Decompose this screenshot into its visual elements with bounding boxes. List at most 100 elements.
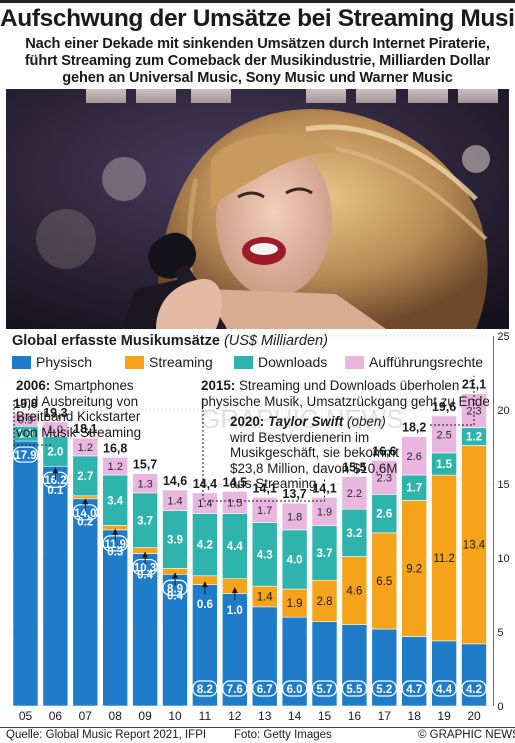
bar-segment-physisch <box>132 553 158 707</box>
physical-value-label: 17.9 <box>14 450 36 462</box>
legend-item-physisch: Physisch <box>12 352 92 372</box>
rights-value-label: 1.2 <box>78 442 93 454</box>
streaming-pointer-arrow <box>112 528 119 535</box>
downloads-value-label: 3.9 <box>167 535 183 547</box>
bar-segment-physisch <box>162 573 188 707</box>
streaming-value-label: 2.8 <box>317 596 333 608</box>
legend-item-streaming: Streaming <box>125 352 213 372</box>
y-tick-label: 5 <box>497 627 503 639</box>
bar-total-label: 14,5 <box>223 475 247 489</box>
downloads-value-label: 4.4 <box>227 541 244 553</box>
streaming-value-label: 1.9 <box>287 598 303 610</box>
streaming-value-label: 9.2 <box>406 563 422 575</box>
bar-segment-auffuehrungsrechte <box>431 415 457 454</box>
bar-segment-downloads <box>401 474 428 501</box>
photo-illustration <box>6 89 509 329</box>
bar-total-label: 15,7 <box>133 458 157 472</box>
rights-value-label: 2.3 <box>377 472 392 484</box>
top-rule <box>0 0 515 3</box>
y-tick-label: 25 <box>497 331 509 343</box>
bar-segment-physisch <box>12 440 39 707</box>
physical-value-label: 6.7 <box>257 684 273 696</box>
legend-item-auffuehrungsrechte: Aufführungsrechte <box>345 352 483 372</box>
rights-value-label: 1.0 <box>48 424 63 436</box>
bar-segment-auffuehrungsrechte <box>281 502 308 531</box>
x-tick-label: 11 <box>199 709 212 723</box>
bar-segment-downloads <box>371 494 398 534</box>
annotation-text: Smartphones <box>50 378 134 393</box>
bar-segment-auffuehrungsrechte <box>371 460 398 495</box>
annotation-name: Taylor Swift <box>267 414 344 429</box>
bar-total-label: 16,6 <box>372 444 396 458</box>
subtitle-line: gehen an Universal Music, Sony Music und… <box>62 70 453 86</box>
downloads-value-label: 1.7 <box>406 483 422 495</box>
rights-value-label: 0.9 <box>18 415 33 427</box>
physical-value-bubble <box>311 680 338 697</box>
downloads-value-label: 2.7 <box>77 471 93 483</box>
streaming-value-label: 0.3 <box>107 547 123 559</box>
footer-rule <box>0 727 515 728</box>
x-tick-label: 10 <box>168 709 182 723</box>
x-tick-label: 17 <box>378 709 392 723</box>
annotation-text: Streaming und Downloads überholen <box>235 378 460 393</box>
downloads-value-label: 2.0 <box>47 446 63 458</box>
annotation-text: und Ausbreitung von <box>16 393 139 409</box>
physical-value-bubble <box>431 680 457 697</box>
legend-swatch <box>12 355 31 369</box>
x-tick-label: 13 <box>258 709 272 723</box>
physical-value-label: 4.4 <box>436 684 453 696</box>
bar-total-label: 16,8 <box>103 441 127 455</box>
subtitle-line: Nach einer Dekade mit sinkenden Umsätzen… <box>25 36 490 52</box>
bar-segment-streaming <box>341 556 368 625</box>
chart-labels: 19,8 05 17.9 1.0 0.9 19,3 06 16.2 2.0 1.0 0.1 18,1 0… <box>12 378 487 723</box>
legend-unit: (US$ Milliarden) <box>223 333 328 349</box>
legend-label: Streaming <box>149 354 213 370</box>
source-credit: Quelle: Global Music Report 2021, IFPI <box>6 729 207 741</box>
rights-value-label: 1.5 <box>227 498 242 510</box>
downloads-value-label: 1.2 <box>466 432 482 444</box>
streaming-value-label: 0.4 <box>167 590 184 602</box>
legend-swatch <box>234 355 253 369</box>
taylor-swift-photo <box>6 89 509 329</box>
downloads-value-label: 4.0 <box>287 554 303 566</box>
legend-title-text: Global erfasste Musikumsätze <box>12 333 220 349</box>
x-tick-label: 09 <box>138 709 152 723</box>
physical-value-bubble <box>461 680 487 697</box>
physical-value-bubble <box>222 680 248 697</box>
streaming-pointer-arrow <box>142 551 149 558</box>
downloads-value-label: 3.7 <box>137 515 153 527</box>
bar-segment-auffuehrungsrechte <box>311 497 338 526</box>
x-tick-label: 19 <box>437 709 451 723</box>
legend-title: Global erfasste Musikumsätze (US$ Millia… <box>12 333 328 349</box>
bar-segment-physisch <box>461 643 487 707</box>
bar-total-label: 18,2 <box>402 421 426 435</box>
physical-value-bubble <box>252 680 278 697</box>
bar-segment-streaming <box>311 579 338 622</box>
streaming-pointer-arrow <box>82 498 89 505</box>
legend-label: Physisch <box>36 354 93 370</box>
bar-segment-auffuehrungsrechte <box>102 457 128 476</box>
bar-total-label: 19,8 <box>13 397 37 411</box>
physical-value-label: 5.5 <box>346 684 363 696</box>
bar-segment-streaming <box>281 588 308 618</box>
annotation-text: $23,8 Million, davon $10,6M <box>230 460 398 476</box>
subtitle: Nach einer Dekade mit sinkenden Umsätzen… <box>0 36 515 87</box>
bar-total-label: 14,1 <box>253 481 277 495</box>
streaming-value-label: 0.2 <box>77 516 93 528</box>
downloads-value-label: 4.3 <box>257 549 273 561</box>
annotation-2015: 2015: Streaming und Downloads überholen … <box>201 378 490 409</box>
bar-segment-auffuehrungsrechte <box>401 436 428 476</box>
chart-bars <box>12 393 487 707</box>
legend-label: Aufführungsrechte <box>369 354 484 370</box>
x-tick-label: 05 <box>19 709 33 723</box>
rights-value-label: 1.3 <box>137 478 152 490</box>
x-tick-label: 12 <box>228 709 242 723</box>
annotation-text: Breitband Kickstarter <box>16 409 141 424</box>
downloads-value-label: 1.5 <box>436 459 453 471</box>
streaming-pointer-arrow <box>231 587 238 594</box>
bar-segment-auffuehrungsrechte <box>192 492 218 514</box>
annotation-2006: 2006: Smartphones und Ausbreitung von Br… <box>16 378 141 440</box>
bar-total-label: 15,5 <box>342 461 366 475</box>
bar-segment-auffuehrungsrechte <box>42 421 69 437</box>
